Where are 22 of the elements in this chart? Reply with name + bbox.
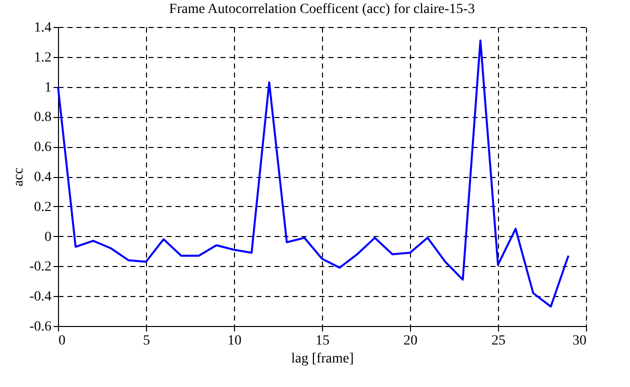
y-tick-label: 0.8 <box>34 110 52 126</box>
y-tick-label: 1.4 <box>34 20 52 36</box>
x-tick-label: 30 <box>572 334 586 348</box>
x-tick-label: 15 <box>316 334 330 348</box>
y-tick-label: 1.2 <box>34 50 52 66</box>
y-tick-label: 0.2 <box>34 200 52 215</box>
y-tick-label: 0.4 <box>34 170 52 185</box>
y-tick-label: 1 <box>44 80 52 96</box>
x-axis-title: lag [frame] <box>291 352 354 366</box>
y-tick-label: -0.6 <box>29 320 52 334</box>
x-tick-label: 25 <box>492 334 506 348</box>
x-tick-label: 20 <box>404 334 418 348</box>
y-tick-label: 0 <box>44 230 52 245</box>
y-tick-label: -0.4 <box>29 290 52 305</box>
y-tick-label: -0.2 <box>29 260 52 275</box>
chart-title: Frame Autocorrelation Coefficent (acc) for claire-15-3 <box>169 2 475 17</box>
y-axis-title: acc <box>11 168 26 186</box>
x-tick-label: 5 <box>143 334 150 348</box>
line-series <box>57 39 570 308</box>
y-tick-label: 0.6 <box>34 140 52 156</box>
x-tick-label: 10 <box>228 334 242 348</box>
x-tick-label: 0 <box>58 334 66 348</box>
